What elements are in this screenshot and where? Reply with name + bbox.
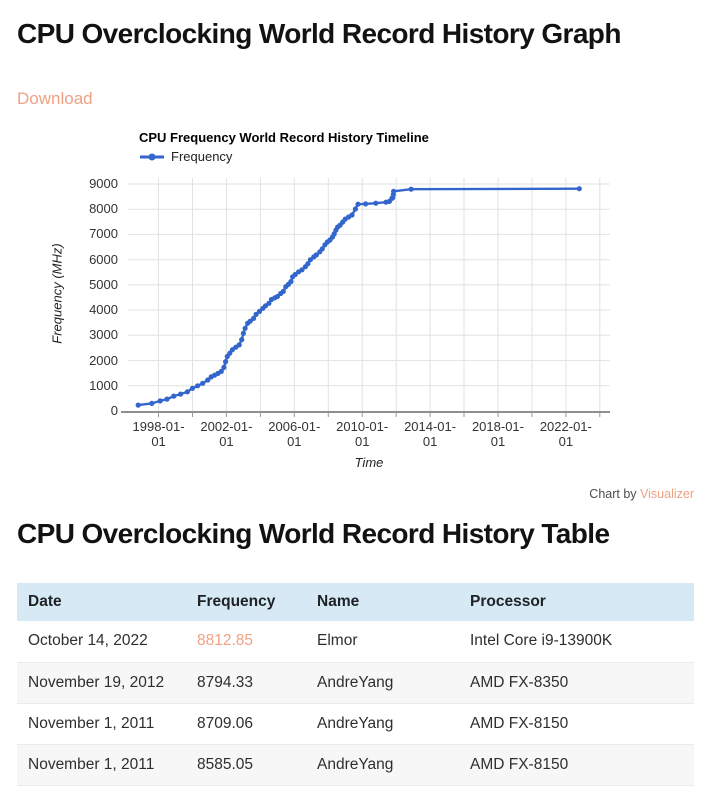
cell-name: AndreYang (317, 755, 394, 773)
x-axis-tick-label: 1998-01- 01 (132, 419, 185, 449)
cell-processor: AMD FX-8350 (470, 673, 569, 691)
table-row: November 19, 2012 8794.33 AndreYang AMD FX-… (17, 662, 694, 703)
column-header-date: Date (28, 593, 62, 610)
column-header-frequency: Frequency (197, 593, 276, 610)
cell-processor: Intel Core i9-13900K (470, 632, 613, 650)
cell-name: AndreYang (317, 714, 394, 732)
table-header-row: Date Frequency Name Processor (17, 583, 694, 621)
cell-date: November 1, 2011 (28, 755, 155, 773)
y-axis-tick-label: 0 (110, 403, 118, 418)
cell-frequency: 8812.85 (197, 632, 254, 650)
visualizer-link[interactable]: Visualizer (640, 487, 694, 501)
y-axis-tick-label: 1000 (89, 377, 118, 393)
y-axis-tick-label: 9000 (89, 176, 118, 191)
legend-series-label: Frequency (171, 149, 233, 164)
x-axis-tick-label: 2002-01- 01 (200, 419, 253, 449)
column-header-name: Name (317, 593, 360, 610)
x-axis-tick-label: 2010-01- 01 (336, 419, 389, 449)
page-title-table: CPU Overclocking World Record History Ta… (17, 518, 610, 549)
chart-credit: Chart by Visualizer (589, 487, 694, 501)
y-axis-tick-label: 5000 (89, 276, 118, 292)
download-link[interactable]: Download (17, 89, 93, 108)
page-title-graph: CPU Overclocking World Record History Gr… (17, 18, 621, 49)
cell-date: November 19, 2012 (28, 673, 165, 691)
cell-date: October 14, 2022 (28, 632, 148, 650)
y-axis-tick-label: 3000 (89, 327, 118, 343)
cell-frequency: 8794.33 (197, 673, 254, 691)
y-axis-tick-label: 7000 (89, 226, 118, 242)
cell-processor: AMD FX-8150 (470, 714, 569, 732)
x-axis-title: Time (354, 455, 384, 470)
cell-processor: AMD FX-8150 (470, 755, 569, 773)
table-row: November 1, 2011 8709.06 AndreYang AMD FX-8… (17, 703, 694, 744)
cell-name: Elmor (317, 632, 358, 650)
chart-plot-canvas (121, 178, 610, 417)
cell-date: November 1, 2011 (28, 714, 155, 732)
table-row: November 1, 2011 8585.05 AndreYang AMD FX-8… (17, 744, 694, 785)
frequency-history-chart: CPU Frequency World Record History Timel… (0, 125, 711, 483)
cell-frequency: 8585.05 (197, 755, 254, 773)
y-axis-tick-label: 2000 (89, 352, 118, 368)
y-axis-tick-label: 6000 (89, 251, 118, 267)
y-axis-tick-label: 4000 (89, 302, 118, 318)
chart-legend: Frequency (139, 149, 232, 164)
y-axis-tick-label: 8000 (89, 201, 118, 217)
x-axis-tick-label: 2018-01- 01 (471, 419, 524, 449)
chart-title: CPU Frequency World Record History Timel… (139, 130, 429, 145)
chart-credit-prefix: Chart by (589, 487, 637, 501)
x-axis-tick-label: 2014-01- 01 (404, 419, 457, 449)
x-axis-tick-label: 2006-01- 01 (268, 419, 321, 449)
column-header-processor: Processor (470, 593, 546, 610)
cell-name: AndreYang (317, 673, 394, 691)
records-table: Date Frequency Name Processor October 14… (17, 583, 694, 786)
cell-frequency: 8709.06 (197, 714, 254, 732)
table-row: October 14, 2022 8812.85 Elmor Intel Core i… (17, 621, 694, 662)
legend-line-marker-icon (140, 153, 164, 160)
x-axis-tick-label: 2022-01- 01 (539, 419, 592, 449)
